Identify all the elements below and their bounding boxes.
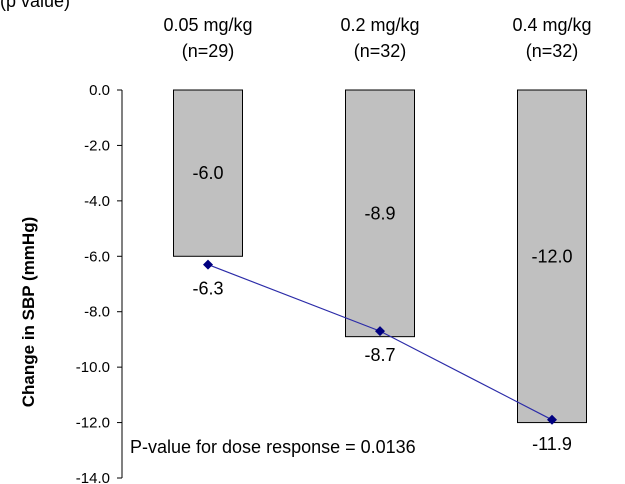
bar-value-label: -8.9 [364,203,395,223]
y-tick-label: 0.0 [89,82,110,99]
y-tick-label: -6.0 [84,248,110,265]
y-tick-label: -8.0 [84,304,110,321]
y-axis-label: Change in SBP (mmHg) [19,217,38,407]
point-value-label: -11.9 [532,434,572,454]
y-tick-label: -10.0 [76,359,110,376]
y-tick-label: -2.0 [84,137,110,154]
bar [517,89,587,424]
point-value-label: -8.7 [364,345,395,365]
y-tick-label: -4.0 [84,193,110,210]
category-label: 0.05 mg/kg [163,15,252,35]
header-fragment: (p value) [0,0,71,11]
line-point [203,259,213,270]
category-label: 0.4 mg/kg [512,15,591,35]
y-tick-label: -14.0 [76,470,110,484]
line-series [203,259,557,425]
labels: 0.05 mg/kg (n=29) 0.2 mg/kg (n=32) 0.4 mg/kg… [163,15,591,454]
category-label: (n=32) [526,41,579,61]
bar-value-label: -6.0 [192,163,223,183]
category-label: (n=29) [182,41,235,61]
y-axis: 0.0 -2.0 -4.0 -6.0 -8.0 -10.0 -12.0 -14.0 [76,82,123,484]
bar [173,89,243,257]
bar-value-label: -12.0 [531,246,572,266]
category-label: 0.2 mg/kg [340,15,419,35]
y-tick-label: -12.0 [76,415,110,432]
line-point [375,326,385,337]
point-value-label: -6.3 [192,279,223,299]
line-point [547,414,557,425]
category-label: (n=32) [354,41,407,61]
dose-response-note: P-value for dose response = 0.0136 [130,437,416,457]
bar [345,89,415,338]
bars [173,89,587,424]
